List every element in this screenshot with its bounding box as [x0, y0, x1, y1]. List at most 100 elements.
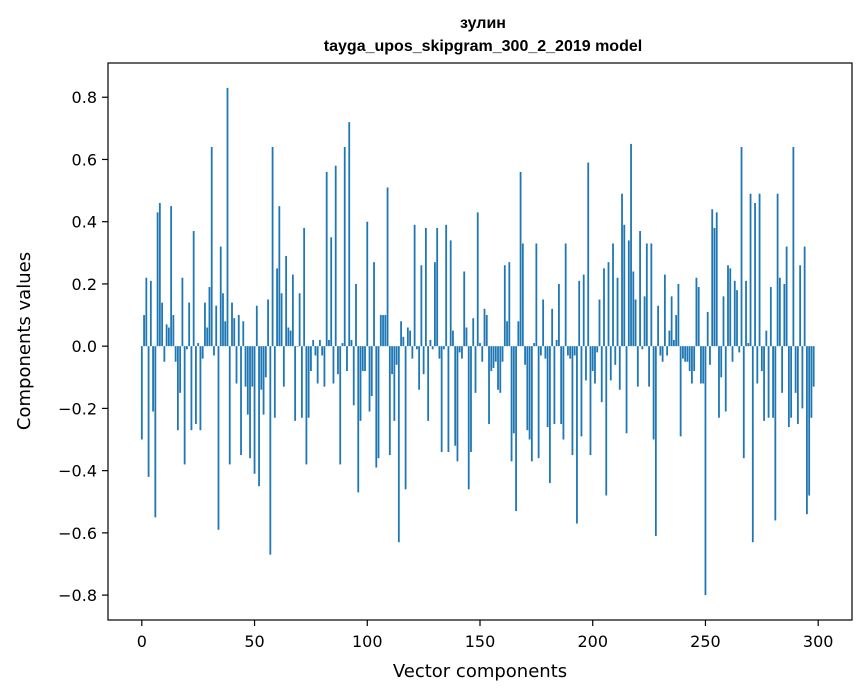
bar: [227, 88, 229, 346]
bar: [772, 346, 774, 418]
bar: [678, 284, 680, 346]
bar: [427, 346, 429, 421]
bar: [770, 287, 772, 346]
bar: [515, 346, 517, 511]
bar: [143, 315, 145, 346]
x-tick-label: 200: [577, 632, 608, 651]
bar: [195, 346, 197, 424]
bar: [202, 346, 204, 358]
bar: [709, 346, 711, 365]
bar: [689, 346, 691, 371]
bar: [360, 346, 362, 421]
bar: [432, 346, 434, 349]
bar: [578, 281, 580, 346]
bar: [583, 275, 585, 347]
bar: [768, 346, 770, 418]
bar: [328, 340, 330, 346]
bar: [409, 331, 411, 347]
bar: [653, 346, 655, 439]
bar-chart: зулин tayga_upos_skipgram_300_2_2019 mod…: [0, 0, 867, 696]
bar: [569, 346, 571, 358]
bar: [175, 346, 177, 362]
bar: [567, 346, 569, 355]
bar: [301, 346, 303, 418]
bar: [549, 346, 551, 483]
bar: [565, 243, 567, 346]
bar: [727, 265, 729, 346]
bar: [531, 346, 533, 461]
bar: [632, 271, 634, 346]
bar: [423, 346, 425, 374]
bar: [646, 243, 648, 346]
x-tick-label: 0: [137, 632, 147, 651]
bar: [725, 346, 727, 411]
bar: [182, 278, 184, 346]
bar: [601, 346, 603, 402]
bar: [206, 328, 208, 347]
bar: [339, 346, 341, 464]
bar: [720, 346, 722, 377]
bar: [229, 346, 231, 464]
bar: [811, 346, 813, 418]
bar: [756, 346, 758, 383]
bar: [479, 343, 481, 346]
bar: [596, 346, 598, 352]
bar: [538, 346, 540, 458]
bar: [157, 212, 159, 346]
bar: [799, 265, 801, 346]
bar: [540, 346, 542, 355]
bar: [587, 163, 589, 347]
bar: [747, 343, 749, 346]
bar: [159, 203, 161, 346]
bar: [346, 346, 348, 371]
bar: [317, 346, 319, 383]
x-tick-label: 100: [352, 632, 383, 651]
bar: [454, 346, 456, 446]
bar: [184, 346, 186, 464]
y-tick-label: −0.6: [58, 524, 97, 543]
bar: [702, 346, 704, 383]
bar: [204, 303, 206, 347]
bar: [220, 247, 222, 347]
bar: [526, 346, 528, 430]
bar: [389, 346, 391, 455]
bar: [308, 346, 310, 418]
bar: [191, 346, 193, 430]
bar: [488, 346, 490, 424]
bar: [608, 262, 610, 346]
bar: [398, 346, 400, 542]
bar: [508, 262, 510, 346]
bar: [439, 346, 441, 358]
bar: [247, 346, 249, 414]
bar: [335, 166, 337, 346]
bar: [664, 275, 666, 347]
bar: [466, 328, 468, 347]
bar: [675, 315, 677, 346]
bar: [499, 346, 501, 393]
bar: [477, 212, 479, 346]
x-tick-label: 250: [690, 632, 721, 651]
bar: [236, 346, 238, 383]
bar: [452, 331, 454, 347]
bar: [303, 228, 305, 346]
bar: [563, 346, 565, 439]
bar: [714, 228, 716, 346]
bar: [418, 346, 420, 390]
bar: [493, 346, 495, 368]
bar: [355, 284, 357, 346]
bar: [774, 346, 776, 520]
bar: [276, 268, 278, 346]
bar: [168, 328, 170, 347]
bar: [680, 346, 682, 436]
bar: [457, 346, 459, 461]
bar: [520, 172, 522, 346]
bar: [754, 203, 756, 346]
bar: [594, 346, 596, 383]
bar: [655, 346, 657, 536]
bar: [405, 346, 407, 489]
bar: [560, 346, 562, 424]
bar: [238, 315, 240, 346]
bar: [369, 346, 371, 411]
bar: [281, 293, 283, 346]
bar: [705, 346, 707, 595]
